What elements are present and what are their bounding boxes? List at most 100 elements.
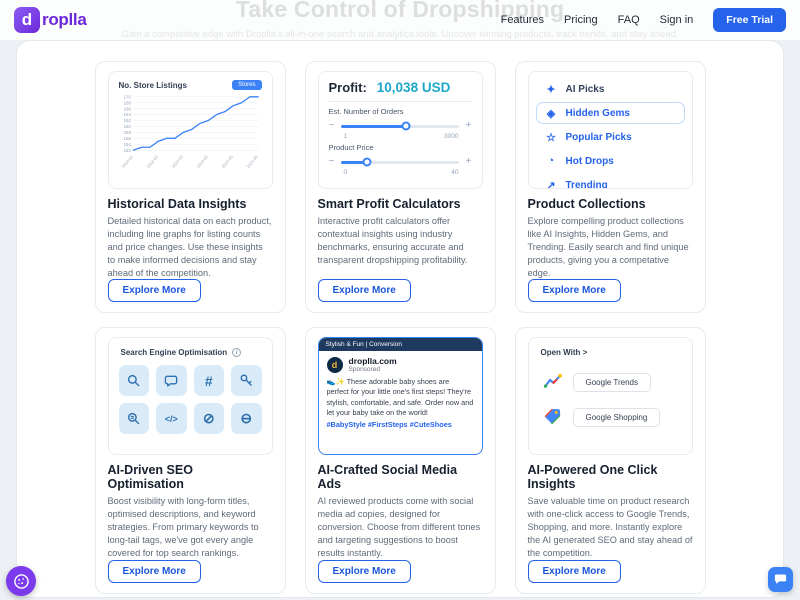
svg-text:2024-02: 2024-02 — [145, 154, 159, 170]
nav-pricing[interactable]: Pricing — [564, 14, 598, 26]
price-range: 0 40 — [343, 169, 459, 176]
profit-value: 10,038 USD — [376, 80, 451, 95]
content-panel: No. Store Listings Stores 152 154 156 158 16… — [16, 40, 784, 598]
svg-text:166: 166 — [123, 106, 131, 111]
slider-knob[interactable] — [401, 121, 411, 131]
svg-text:168: 168 — [123, 100, 131, 105]
svg-text:154: 154 — [123, 142, 131, 147]
ad-site-name: droplla.com — [348, 356, 397, 367]
card-product-collections: ✦ AI Picks ◈ Hidden Gems ☆ Popular Picks… — [514, 61, 706, 314]
explore-more-button[interactable]: Explore More — [527, 559, 621, 583]
collection-hidden-gems[interactable]: ◈ Hidden Gems — [535, 102, 685, 124]
explore-more-button[interactable]: Explore More — [107, 279, 201, 303]
card-description: Detailed historical data on each product… — [107, 216, 272, 278]
orders-slider[interactable]: − + — [329, 121, 472, 131]
card-description: Interactive profit calculators offer con… — [317, 216, 468, 265]
slider-fill — [341, 124, 406, 128]
minus-circle-icon[interactable]: ⊖ — [231, 403, 262, 435]
seo-tools-panel: Search Engine Optimisation i # — [107, 337, 273, 456]
increase-icon[interactable]: + — [465, 156, 472, 167]
price-slider-label: Product Price — [328, 143, 374, 152]
card-description: Save valuable time on product research w… — [527, 496, 693, 558]
top-navigation: d roplla Features Pricing FAQ Sign in Fr… — [0, 0, 800, 40]
collection-ai-picks[interactable]: ✦ AI Picks — [546, 83, 605, 96]
slider-track[interactable] — [341, 157, 459, 167]
nav-features[interactable]: Features — [500, 14, 545, 26]
logo-icon: d — [14, 7, 40, 33]
chat-icon — [774, 574, 787, 584]
collection-hot-drops[interactable]: ◔ Hot Drops — [536, 150, 685, 172]
code-icon[interactable]: </> — [156, 403, 187, 435]
svg-text:2024-05: 2024-05 — [220, 154, 234, 170]
svg-text:152: 152 — [123, 148, 131, 153]
open-with-label: Open With > — [540, 348, 588, 358]
card-social-media-ads: Stylish & Fun | Conversion d droplla.com… — [304, 327, 496, 594]
svg-text:2024-04: 2024-04 — [195, 154, 209, 170]
card-one-click-insights: Open With > Google Trends Google Shoppin… — [514, 327, 706, 594]
orders-slider-label: Est. Number of Orders — [328, 107, 404, 116]
open-google-shopping[interactable]: Google Shopping — [539, 407, 682, 427]
null-icon[interactable]: ⊘ — [193, 403, 224, 435]
decrease-icon[interactable]: − — [328, 156, 335, 167]
card-historical-data: No. Store Listings Stores 152 154 156 158 16… — [94, 61, 286, 314]
nav-signin[interactable]: Sign in — [659, 14, 694, 26]
logo[interactable]: d roplla — [14, 7, 87, 33]
star-icon: ☆ — [546, 131, 556, 144]
explore-more-button[interactable]: Explore More — [527, 279, 621, 303]
collection-popular-picks[interactable]: ☆ Popular Picks — [546, 131, 632, 144]
search-settings-icon[interactable] — [118, 403, 149, 435]
sparkles-icon: ✦ — [546, 83, 556, 96]
explore-more-button[interactable]: Explore More — [317, 559, 411, 583]
nav-faq[interactable]: FAQ — [617, 14, 640, 26]
collection-trending[interactable]: ↗ Trending — [536, 174, 685, 189]
stores-badge: Stores — [232, 80, 262, 90]
search-icon[interactable] — [118, 365, 149, 397]
header-overlay — [0, 0, 800, 40]
ad-copy-text: 👟✨ These adorable baby shoes are perfect… — [326, 377, 474, 417]
price-slider[interactable]: − + — [329, 157, 472, 167]
increase-icon[interactable]: + — [465, 120, 472, 131]
card-profit-calculators: Profit: 10,038 USD Est. Number of Orders… — [304, 61, 496, 314]
svg-text:156: 156 — [123, 136, 131, 141]
gem-icon: ◈ — [546, 107, 556, 120]
chat-bubble-icon[interactable] — [156, 365, 187, 397]
card-description: AI reviewed products come with social me… — [317, 496, 481, 558]
card-title: AI-Driven SEO Optimisation — [107, 463, 193, 492]
ad-hashtags[interactable]: #BabyStyle #FirstSteps #CuteShoes — [326, 419, 452, 429]
chat-widget-button[interactable] — [768, 567, 793, 592]
info-icon[interactable]: i — [232, 348, 242, 358]
card-title: Smart Profit Calculators — [317, 197, 461, 211]
slider-knob[interactable] — [362, 157, 372, 167]
logo-text: roplla — [42, 10, 87, 29]
svg-text:2024-06: 2024-06 — [245, 154, 259, 170]
open-with-panel: Open With > Google Trends Google Shoppin… — [527, 337, 693, 456]
svg-text:162: 162 — [123, 118, 131, 123]
explore-more-button[interactable]: Explore More — [317, 279, 411, 303]
explore-more-button[interactable]: Explore More — [107, 559, 201, 583]
store-listings-chart-panel: No. Store Listings Stores 152 154 156 158 16… — [107, 71, 273, 189]
card-title: Product Collections — [527, 197, 646, 211]
card-title: Historical Data Insights — [107, 197, 247, 211]
svg-text:2024-03: 2024-03 — [170, 154, 184, 170]
profit-calculator-panel: Profit: 10,038 USD Est. Number of Orders… — [317, 71, 483, 189]
feature-cards-grid: No. Store Listings Stores 152 154 156 158 16… — [17, 41, 783, 594]
seo-panel-title: Search Engine Optimisation — [120, 348, 228, 358]
google-trends-link: Google Trends — [572, 372, 651, 392]
key-icon[interactable] — [231, 365, 262, 397]
collections-list-panel: ✦ AI Picks ◈ Hidden Gems ☆ Popular Picks… — [527, 71, 693, 189]
timer-icon: ◔ — [547, 155, 555, 167]
trend-icon: ↗ — [546, 179, 556, 189]
slider-track[interactable] — [341, 121, 459, 131]
ad-mockup-panel: Stylish & Fun | Conversion d droplla.com… — [317, 337, 483, 456]
free-trial-button[interactable]: Free Trial — [713, 8, 786, 32]
orders-range: 1 3000 — [343, 133, 459, 140]
ad-sponsored-label: Sponsored — [348, 366, 380, 374]
svg-text:158: 158 — [123, 130, 131, 135]
seo-icon-grid: # </> ⊘ ⊖ — [118, 365, 262, 435]
cookie-settings-button[interactable] — [6, 566, 36, 596]
hashtag-icon[interactable]: # — [193, 365, 224, 397]
decrease-icon[interactable]: − — [328, 120, 335, 131]
card-description: Explore compelling product collections l… — [527, 216, 689, 278]
open-google-trends[interactable]: Google Trends — [539, 372, 682, 392]
profit-label: Profit: — [328, 80, 367, 95]
